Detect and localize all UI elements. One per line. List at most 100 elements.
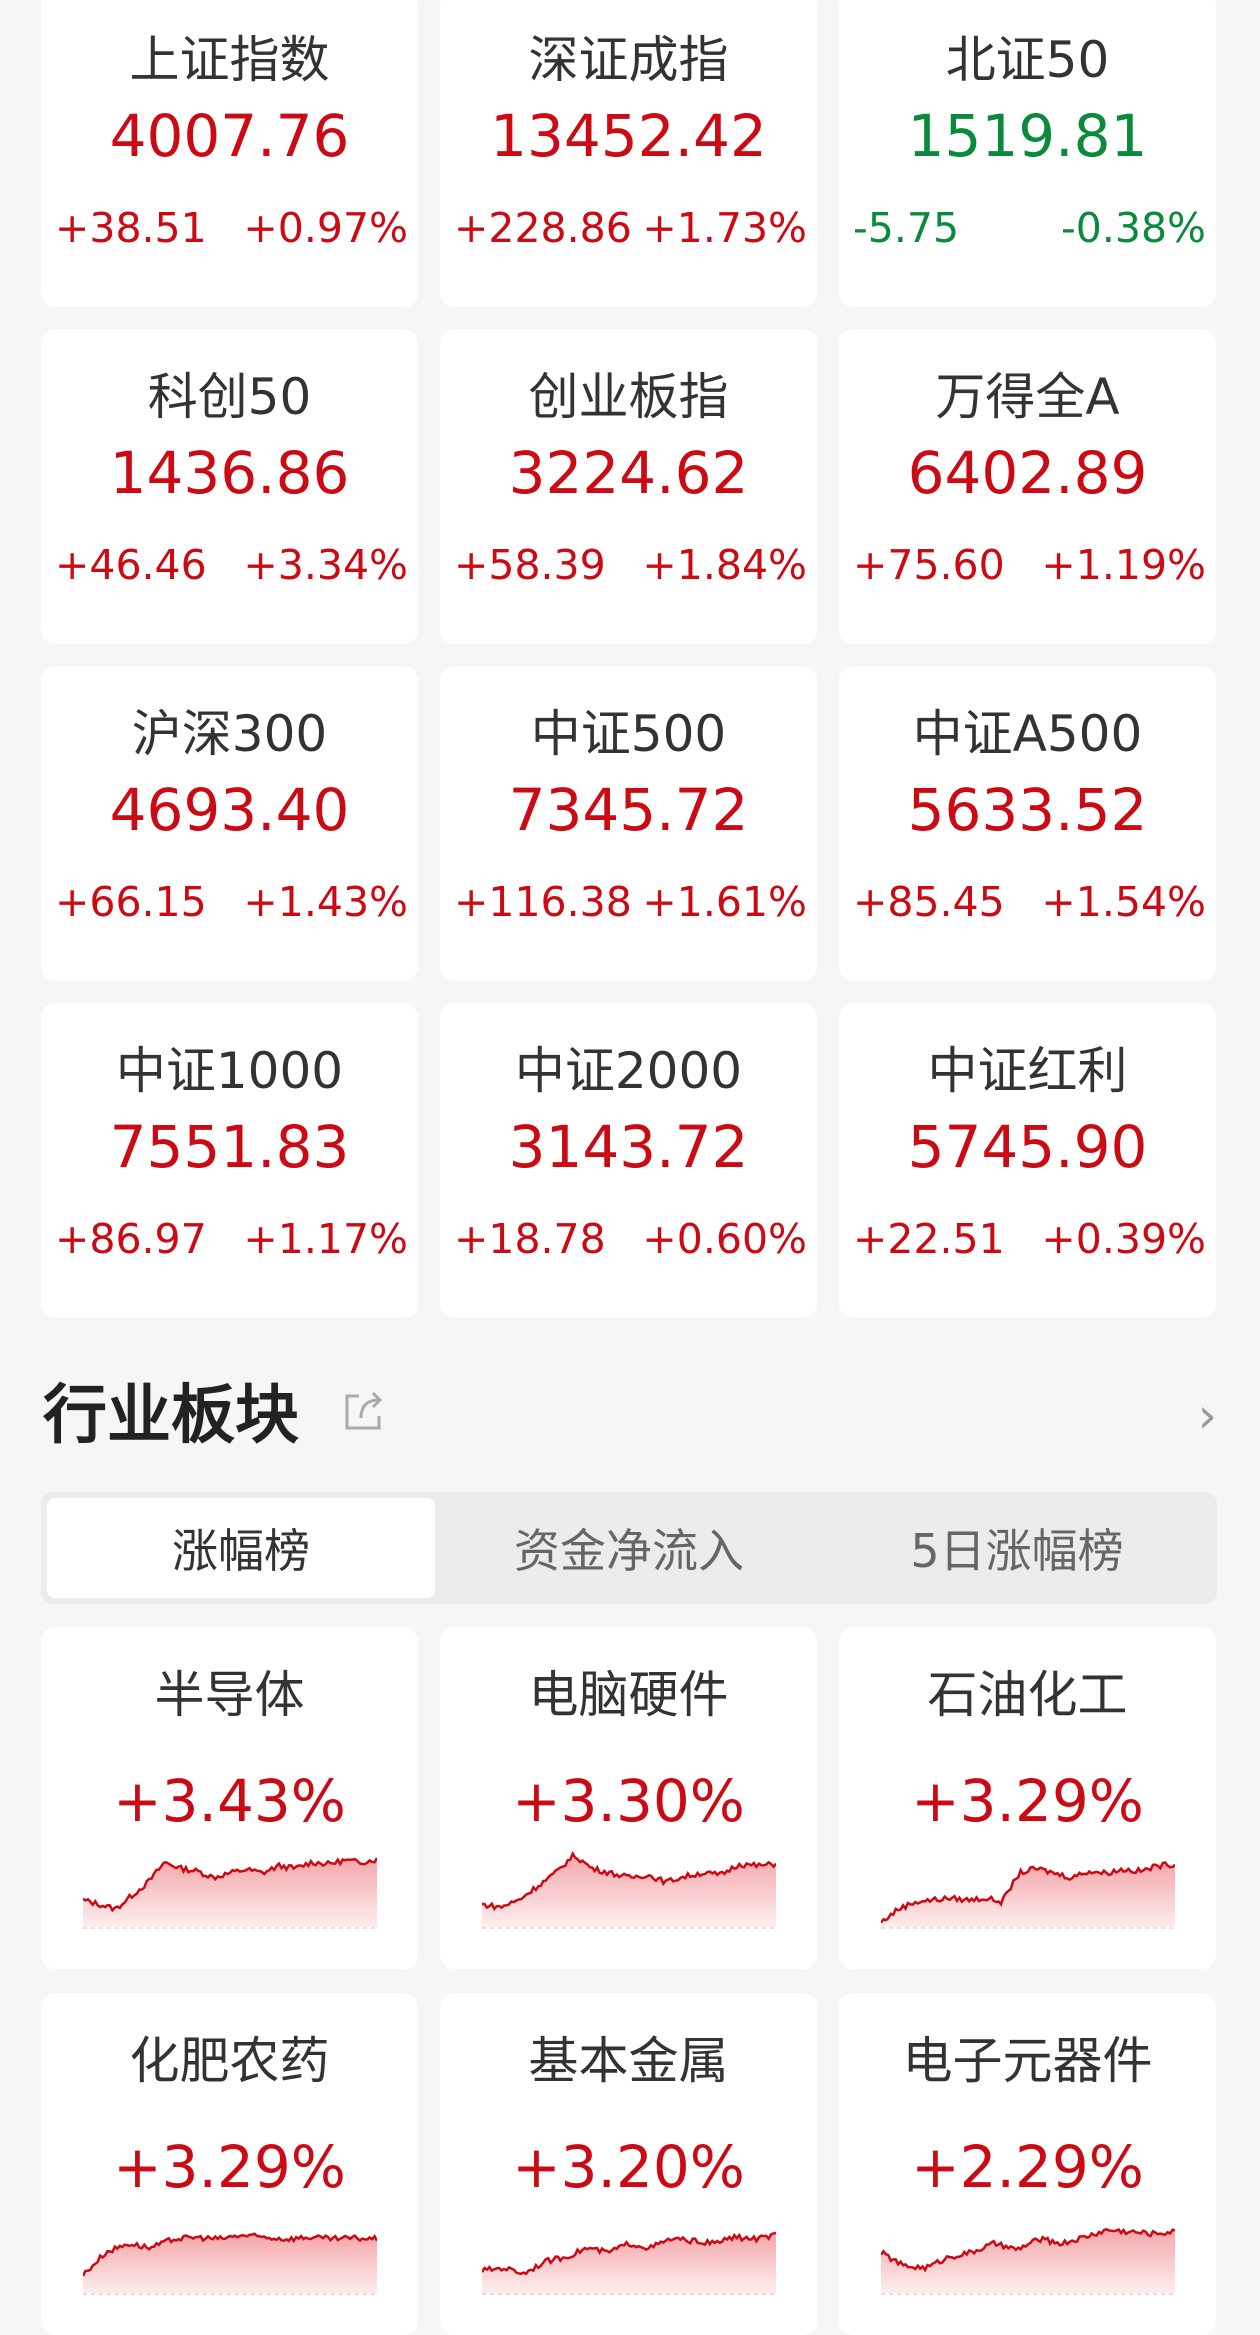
index-name: 中证A500 xyxy=(912,705,1143,763)
sparkline-line xyxy=(881,1861,1175,1924)
index-change: +66.15 xyxy=(55,878,207,926)
sparkline-chart xyxy=(881,2227,1175,2295)
sector-title: 行业板块 xyxy=(43,1379,299,1453)
index-card[interactable]: 北证50 1519.81 -5.75 -0.38% xyxy=(839,0,1216,307)
index-grid: 上证指数 4007.76 +38.51 +0.97% 深证成指 13452.42 +228.… xyxy=(41,0,1217,1318)
index-name: 中证2000 xyxy=(514,1042,743,1100)
index-change-row: +22.51 +0.39% xyxy=(853,1215,1206,1263)
index-name: 沪深300 xyxy=(131,705,328,763)
sector-grid: 半导体 +3.43% 电脑硬件 +3.30% 石油化工 +3.29% 化肥农药 +3.29% 基… xyxy=(41,1627,1217,2335)
index-name: 深证成指 xyxy=(528,31,729,89)
index-change-pct: +3.34% xyxy=(243,541,408,589)
index-change: +85.45 xyxy=(853,878,1005,926)
index-change-pct: +0.39% xyxy=(1041,1215,1206,1263)
index-card[interactable]: 万得全A 6402.89 +75.60 +1.19% xyxy=(839,329,1216,644)
sparkline-area xyxy=(83,1858,377,1927)
sector-card[interactable]: 电脑硬件 +3.30% xyxy=(440,1627,817,1969)
index-name: 创业板指 xyxy=(528,368,729,426)
tab-1[interactable]: 资金净流入 xyxy=(514,1524,744,1578)
sparkline-area xyxy=(83,2233,377,2293)
sparkline-chart xyxy=(881,1861,1175,1929)
chevron-right-icon[interactable]: › xyxy=(1197,1388,1217,1444)
index-card[interactable]: 中证500 7345.72 +116.38 +1.61% xyxy=(440,666,817,981)
index-value: 5633.52 xyxy=(907,776,1148,844)
index-change-pct: +0.60% xyxy=(642,1215,807,1263)
index-change-row: +58.39 +1.84% xyxy=(454,541,807,589)
sparkline-line xyxy=(482,2231,776,2276)
sparkline-area xyxy=(881,1862,1175,1927)
sector-pct: +3.43% xyxy=(113,1767,346,1835)
index-change: +75.60 xyxy=(853,541,1005,589)
index-value: 7551.83 xyxy=(109,1113,350,1181)
index-name: 科创50 xyxy=(147,368,312,426)
index-name: 中证1000 xyxy=(115,1042,344,1100)
sparkline-line xyxy=(83,1857,377,1913)
index-card[interactable]: 中证A500 5633.52 +85.45 +1.54% xyxy=(839,666,1216,981)
sector-card[interactable]: 石油化工 +3.29% xyxy=(839,1627,1216,1969)
tab-0[interactable]: 涨幅榜 xyxy=(47,1498,435,1598)
sector-pct: +2.29% xyxy=(911,2133,1144,2201)
sparkline-chart xyxy=(83,1857,377,1929)
sector-pct: +3.30% xyxy=(512,1767,745,1835)
index-change: +38.51 xyxy=(55,204,207,252)
index-value: 6402.89 xyxy=(907,439,1148,507)
index-value: 3224.62 xyxy=(508,439,749,507)
index-change-pct: +1.19% xyxy=(1041,541,1206,589)
index-change: +46.46 xyxy=(55,541,207,589)
index-value: 7345.72 xyxy=(508,776,749,844)
sparkline-area xyxy=(482,1853,776,1927)
index-change: +18.78 xyxy=(454,1215,606,1263)
index-change: +58.39 xyxy=(454,541,606,589)
share-icon[interactable] xyxy=(343,1388,387,1432)
sparkline-area xyxy=(482,2232,776,2293)
sector-card[interactable]: 基本金属 +3.20% xyxy=(440,1993,817,2335)
index-card[interactable]: 创业板指 3224.62 +58.39 +1.84% xyxy=(440,329,817,644)
index-card[interactable]: 深证成指 13452.42 +228.86 +1.73% xyxy=(440,0,817,307)
index-change-pct: +1.43% xyxy=(243,878,408,926)
index-name: 万得全A xyxy=(935,368,1120,426)
sector-name: 电脑硬件 xyxy=(528,1666,729,1724)
index-name: 中证红利 xyxy=(927,1042,1128,1100)
sparkline-line xyxy=(881,2227,1175,2273)
index-change-pct: +1.17% xyxy=(243,1215,408,1263)
sector-name: 化肥农药 xyxy=(129,2032,330,2090)
sector-pct: +3.20% xyxy=(512,2133,745,2201)
index-change: +228.86 xyxy=(454,204,632,252)
index-card[interactable]: 中证1000 7551.83 +86.97 +1.17% xyxy=(41,1003,418,1318)
sparkline-chart xyxy=(482,2231,776,2295)
index-change: +86.97 xyxy=(55,1215,207,1263)
sparkline-line xyxy=(83,2232,377,2277)
index-change-row: +116.38 +1.61% xyxy=(454,878,807,926)
sector-card[interactable]: 电子元器件 +2.29% xyxy=(839,1993,1216,2335)
tab-2[interactable]: 5日涨幅榜 xyxy=(910,1524,1124,1578)
index-change-row: +38.51 +0.97% xyxy=(55,204,408,252)
index-change: +116.38 xyxy=(454,878,632,926)
sparkline-chart xyxy=(83,2232,377,2295)
index-value: 13452.42 xyxy=(490,102,767,170)
index-value: 1436.86 xyxy=(109,439,350,507)
sector-tabs: 涨幅榜 资金净流入 5日涨幅榜 xyxy=(41,1492,1217,1604)
sector-card[interactable]: 化肥农药 +3.29% xyxy=(41,1993,418,2335)
index-change-row: +46.46 +3.34% xyxy=(55,541,408,589)
index-card[interactable]: 中证红利 5745.90 +22.51 +0.39% xyxy=(839,1003,1216,1318)
index-change-pct: -0.38% xyxy=(1060,204,1206,252)
index-change-row: +66.15 +1.43% xyxy=(55,878,408,926)
sparkline-chart xyxy=(482,1850,776,1929)
index-value: 1519.81 xyxy=(907,102,1148,170)
index-change-pct: +1.61% xyxy=(642,878,807,926)
index-card[interactable]: 上证指数 4007.76 +38.51 +0.97% xyxy=(41,0,418,307)
index-value: 4007.76 xyxy=(109,102,350,170)
sector-pct: +3.29% xyxy=(911,1767,1144,1835)
sector-pct: +3.29% xyxy=(113,2133,346,2201)
index-change-pct: +1.73% xyxy=(642,204,807,252)
index-name: 中证500 xyxy=(530,705,727,763)
index-change-pct: +1.84% xyxy=(642,541,807,589)
index-card[interactable]: 中证2000 3143.72 +18.78 +0.60% xyxy=(440,1003,817,1318)
index-change: -5.75 xyxy=(853,204,960,252)
index-card[interactable]: 沪深300 4693.40 +66.15 +1.43% xyxy=(41,666,418,981)
sector-card[interactable]: 半导体 +3.43% xyxy=(41,1627,418,1969)
index-value: 5745.90 xyxy=(907,1113,1148,1181)
index-change-row: +85.45 +1.54% xyxy=(853,878,1206,926)
index-card[interactable]: 科创50 1436.86 +46.46 +3.34% xyxy=(41,329,418,644)
index-change: +22.51 xyxy=(853,1215,1005,1263)
